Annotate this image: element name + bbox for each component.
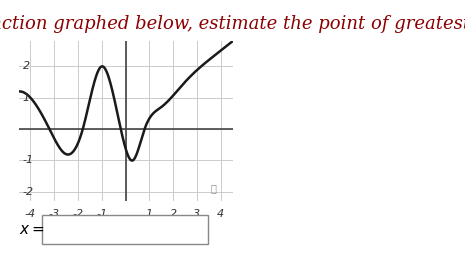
Text: 2: 2	[170, 209, 177, 219]
FancyBboxPatch shape	[42, 215, 208, 244]
Text: -3: -3	[49, 209, 60, 219]
Text: -4: -4	[25, 209, 36, 219]
Text: 1: 1	[23, 93, 30, 103]
Text: 4: 4	[217, 209, 224, 219]
Text: -1: -1	[96, 209, 107, 219]
Text: -2: -2	[73, 209, 84, 219]
Text: -2: -2	[23, 187, 34, 197]
Text: For the function graphed below, estimate the point of greatest curvature: For the function graphed below, estimate…	[0, 15, 465, 34]
Text: -1: -1	[23, 156, 34, 165]
Text: 2: 2	[23, 61, 30, 71]
Text: $x =$: $x =$	[19, 222, 44, 237]
Text: 🔍: 🔍	[211, 183, 216, 194]
Text: 1: 1	[146, 209, 153, 219]
Text: 3: 3	[193, 209, 200, 219]
